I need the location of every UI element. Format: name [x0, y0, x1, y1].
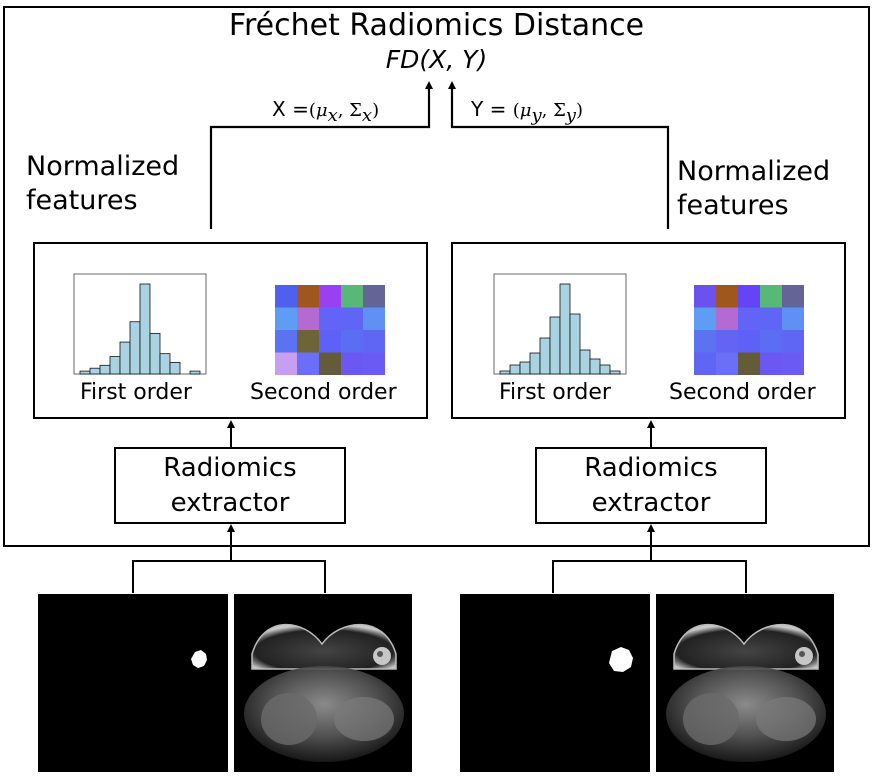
right-histogram	[493, 273, 627, 375]
left-texture-cell	[363, 330, 385, 353]
right-texture-cell	[760, 307, 782, 330]
right-stats-label: Y = (μy, Σy)	[471, 97, 583, 126]
distance-formula: FD(X, Y)	[385, 45, 488, 74]
right-texture-cell	[694, 285, 716, 308]
right-mri-anatomy	[666, 623, 826, 762]
right-texture-cell	[782, 330, 804, 353]
left-texture-cell	[297, 330, 319, 353]
right-texture-cell	[716, 352, 738, 375]
left-texture-cell	[275, 352, 297, 375]
right-mask-image	[460, 594, 650, 772]
left-histogram-bar	[189, 370, 201, 375]
right-texture-cell	[760, 330, 782, 353]
left-texture-cell	[275, 307, 297, 330]
right-texture-cell	[782, 285, 804, 308]
left-mask-image	[38, 594, 228, 772]
right-texture-cell	[716, 307, 738, 330]
right-texture-cell	[738, 307, 760, 330]
left-texture-cell	[319, 307, 341, 330]
right-texture-cell	[738, 285, 760, 308]
right-texture-cell	[694, 352, 716, 375]
left-second-order-label: Second order	[250, 380, 397, 405]
left-input-bracket	[132, 560, 326, 593]
right-texture-matrix	[694, 285, 804, 375]
left-texture-cell	[363, 352, 385, 375]
left-texture-cell	[363, 307, 385, 330]
left-texture-cell	[319, 330, 341, 353]
left-normalized-label: Normalized features	[26, 151, 180, 216]
left-lesion-mask	[191, 650, 207, 668]
left-texture-cell	[275, 285, 297, 308]
right-texture-cell	[760, 352, 782, 375]
right-texture-cell	[716, 285, 738, 308]
right-texture-cell	[694, 307, 716, 330]
left-texture-cell	[341, 307, 363, 330]
right-first-order-label: First order	[499, 380, 611, 405]
right-texture-cell	[738, 330, 760, 353]
diagram-title: Fréchet Radiomics Distance	[228, 8, 645, 43]
right-texture-cell	[782, 352, 804, 375]
right-texture-cell	[782, 307, 804, 330]
left-texture-cell	[341, 285, 363, 308]
right-histogram-bar	[609, 370, 621, 375]
left-feature-path	[209, 81, 433, 229]
left-texture-cell	[297, 307, 319, 330]
right-feature-path	[448, 81, 670, 229]
left-texture-cell	[319, 285, 341, 308]
left-histogram-bar	[169, 361, 181, 375]
left-texture-cell	[341, 352, 363, 375]
right-radiomics-extractor: Radiomics extractor	[535, 447, 767, 524]
right-normalized-label: Normalized features	[677, 156, 831, 221]
right-histogram-bar	[569, 313, 581, 375]
right-texture-cell	[738, 352, 760, 375]
left-texture-matrix	[275, 285, 385, 375]
right-histogram-bar	[599, 364, 611, 375]
right-texture-cell	[716, 330, 738, 353]
left-texture-cell	[341, 330, 363, 353]
right-lesion-mask	[609, 647, 633, 672]
left-histogram	[73, 273, 207, 375]
right-input-bracket	[552, 560, 747, 593]
left-mri-anatomy	[244, 623, 404, 762]
left-radiomics-extractor: Radiomics extractor	[114, 447, 346, 524]
left-texture-cell	[363, 285, 385, 308]
right-second-order-label: Second order	[669, 380, 816, 405]
left-texture-cell	[319, 352, 341, 375]
right-texture-cell	[694, 330, 716, 353]
left-first-order-label: First order	[80, 380, 192, 405]
right-texture-cell	[760, 285, 782, 308]
left-stats-label: X =(μx, Σx)	[272, 97, 380, 126]
left-texture-cell	[297, 285, 319, 308]
left-texture-cell	[297, 352, 319, 375]
left-histogram-bar	[139, 283, 151, 375]
left-texture-cell	[275, 330, 297, 353]
